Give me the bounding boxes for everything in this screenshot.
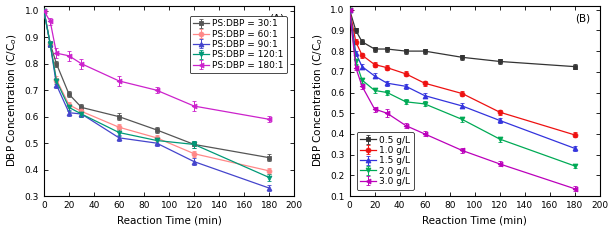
X-axis label: Reaction Time (min): Reaction Time (min) xyxy=(117,216,222,225)
Text: (B): (B) xyxy=(575,13,590,23)
Text: (A): (A) xyxy=(269,13,284,23)
Legend: PS:DBP = 30:1, PS:DBP = 60:1, PS:DBP = 90:1, PS:DBP = 120:1, PS:DBP = 180:1: PS:DBP = 30:1, PS:DBP = 60:1, PS:DBP = 9… xyxy=(190,16,287,73)
Legend: 0.5 g/L, 1.0 g/L, 1.5 g/L, 2.0 g/L, 3.0 g/L: 0.5 g/L, 1.0 g/L, 1.5 g/L, 2.0 g/L, 3.0 … xyxy=(357,132,414,190)
Y-axis label: DBP Concentration (C/C$_o$): DBP Concentration (C/C$_o$) xyxy=(311,34,325,167)
Y-axis label: DBP Concentration (C/C$_o$): DBP Concentration (C/C$_o$) xyxy=(6,34,19,167)
X-axis label: Reaction Time (min): Reaction Time (min) xyxy=(422,216,527,225)
